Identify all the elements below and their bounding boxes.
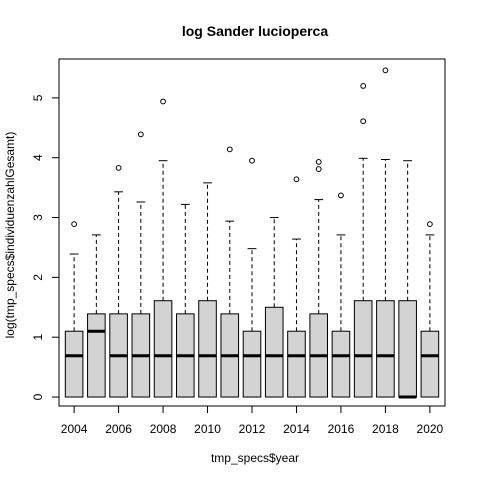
box-2013 xyxy=(264,217,284,398)
outlier-point xyxy=(426,221,433,228)
box-body xyxy=(398,300,417,398)
x-tick-label: 2008 xyxy=(150,422,177,436)
box-body xyxy=(87,313,106,398)
chart-title: log Sander lucioperca xyxy=(182,23,328,39)
x-tick-label: 2020 xyxy=(417,422,444,436)
plot-frame xyxy=(58,58,446,407)
box-2004 xyxy=(64,221,84,398)
x-tick-label: 2014 xyxy=(283,422,310,436)
outlier-point xyxy=(137,131,144,138)
outlier-point xyxy=(382,67,389,74)
box-body xyxy=(376,300,395,398)
box-2010 xyxy=(198,182,217,398)
box-2017 xyxy=(353,83,373,398)
y-tick-label: 5 xyxy=(31,94,45,101)
x-tick-label: 2018 xyxy=(372,422,399,436)
plot-area: 2004 2006 2008 2010 2012 2014 2016 2018 2020 0 1 2 3… xyxy=(31,67,444,436)
box-2014 xyxy=(287,176,306,398)
outlier-point xyxy=(315,159,322,165)
x-tick-label: 2010 xyxy=(194,422,221,436)
box-2020 xyxy=(420,221,440,398)
x-tick-label: 2006 xyxy=(105,422,132,436)
box-body xyxy=(264,306,284,398)
outlier-point xyxy=(293,176,300,183)
box-body xyxy=(331,330,351,398)
y-tick-label: 1 xyxy=(31,334,45,341)
y-tick-label: 3 xyxy=(31,214,45,221)
box-body xyxy=(64,330,84,398)
outlier-point xyxy=(226,146,233,153)
box-2009 xyxy=(175,203,195,398)
box-body xyxy=(153,300,173,398)
box-2012 xyxy=(242,157,262,398)
outlier-point xyxy=(249,157,255,164)
outlier-point xyxy=(115,164,122,171)
box-2018 xyxy=(376,67,395,398)
box-2011 xyxy=(220,146,240,398)
box-2007 xyxy=(131,131,151,398)
box-2016 xyxy=(331,192,351,398)
y-axis-label: log(tmp_specs$individuenzahlGesamt) xyxy=(3,132,17,339)
outlier-point xyxy=(360,83,367,89)
x-tick-label: 2004 xyxy=(61,422,88,436)
y-tick-label: 0 xyxy=(31,393,45,400)
y-tick-label: 2 xyxy=(31,274,45,281)
outlier-point xyxy=(71,221,78,228)
box-2015 xyxy=(309,159,329,398)
outlier-point xyxy=(338,192,344,199)
box-2008 xyxy=(153,98,173,398)
box-2005 xyxy=(87,234,106,398)
box-2006 xyxy=(109,164,128,398)
box-body xyxy=(420,330,440,398)
x-axis-label: tmp_specs$year xyxy=(211,451,299,465)
box-body xyxy=(287,330,306,398)
outlier-point xyxy=(160,98,166,105)
box-body xyxy=(198,300,217,398)
outlier-point xyxy=(360,118,367,125)
box-body xyxy=(242,330,262,398)
y-tick-label: 4 xyxy=(31,154,45,161)
box-body xyxy=(353,300,373,398)
x-tick-label: 2016 xyxy=(328,422,355,436)
x-tick-label: 2012 xyxy=(239,422,266,436)
box-2019 xyxy=(398,160,417,399)
outlier-point xyxy=(315,166,322,172)
